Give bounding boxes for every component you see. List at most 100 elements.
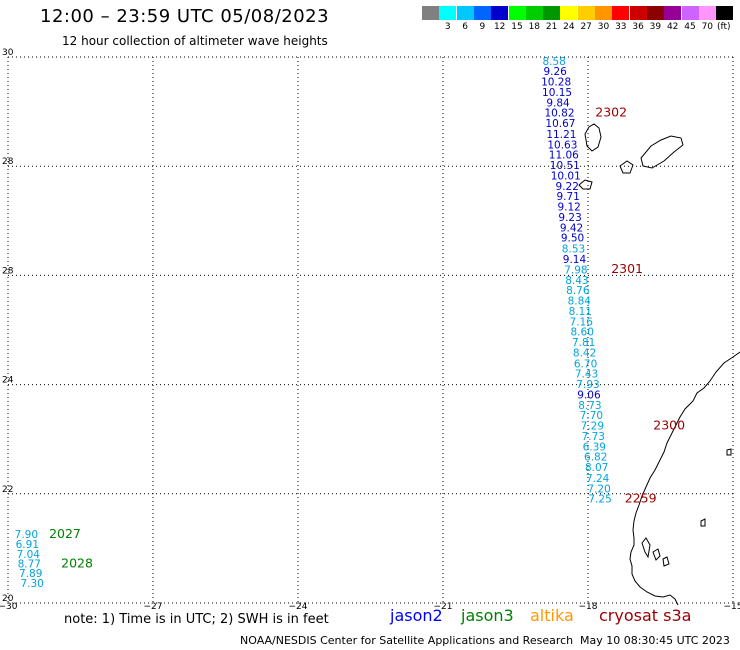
wave-height-label: 7.43 xyxy=(575,369,598,381)
color-scale-label: 45 xyxy=(684,22,696,32)
color-scale-label: 39 xyxy=(649,22,662,32)
wave-height-label: 9.23 xyxy=(558,212,581,224)
color-swatch xyxy=(595,6,612,20)
wave-height-label: 7.16 xyxy=(570,316,594,328)
color-scale-label: 6 xyxy=(462,22,468,32)
pass-time-label: 2027 xyxy=(49,526,81,541)
wave-height-label: 6.39 xyxy=(583,441,606,453)
legend-note: note: 1) Time is in UTC; 2) SWH is in fe… xyxy=(64,612,329,627)
footer-credit: NOAA/NESDIS Center for Satellite Applica… xyxy=(240,634,574,647)
footer-timestamp: May 10 08:30:45 UTC 2023 xyxy=(580,634,730,647)
color-scale-label: 9 xyxy=(479,22,486,32)
wave-height-label: 9.14 xyxy=(563,254,587,266)
africa-coastline xyxy=(629,351,740,606)
wave-height-label: 7.73 xyxy=(582,431,605,443)
wave-height-label: 10.67 xyxy=(545,118,575,130)
wave-height-label: 9.42 xyxy=(560,222,583,234)
wave-height-label: 7.29 xyxy=(581,421,604,433)
color-scale-label: 3 xyxy=(444,22,451,32)
wave-height-label: 7.30 xyxy=(20,578,43,590)
wave-height-label: 10.63 xyxy=(547,139,577,151)
color-scale-label: 24 xyxy=(563,22,575,32)
wave-height-label: 8.76 xyxy=(566,285,590,297)
wave-height-label: 8.42 xyxy=(573,347,596,359)
color-scale-label: 27 xyxy=(580,22,592,32)
wave-height-label: 8.07 xyxy=(585,462,608,474)
wave-height-label: 7.81 xyxy=(572,337,595,349)
canary-island-tenerife xyxy=(640,135,684,169)
canary-island-hierro xyxy=(578,179,593,190)
wave-height-label: 9.06 xyxy=(577,389,601,401)
wave-height-label: 8.43 xyxy=(565,275,588,287)
wave-height-label: 9.50 xyxy=(561,233,584,245)
wave-height-label: 7.98 xyxy=(564,264,587,276)
wave-height-label: 7.20 xyxy=(587,483,610,495)
color-swatch xyxy=(491,6,509,20)
wave-height-label: 8.60 xyxy=(571,327,594,339)
wave-height-observations: 8.589.2610.2810.159.8410.8210.6711.2110.… xyxy=(15,56,612,590)
color-swatch xyxy=(681,6,699,20)
color-scale-label: 70 xyxy=(701,22,714,32)
wave-height-label: 7.25 xyxy=(588,494,611,506)
color-swatch xyxy=(473,6,491,20)
color-swatch xyxy=(698,6,716,20)
wave-height-label: 7.04 xyxy=(17,549,41,561)
wave-height-label: 10.15 xyxy=(542,87,572,99)
canary-island-la-palma xyxy=(584,123,602,152)
wave-height-label: 7.70 xyxy=(580,410,603,422)
latitude-tick-label: 22 xyxy=(2,485,13,495)
banc-d-arguin-islet-2 xyxy=(652,548,661,561)
wave-height-label: 8.84 xyxy=(568,296,592,308)
color-swatch xyxy=(716,6,734,20)
longitude-tick-label: −15 xyxy=(724,602,740,612)
pass-time-label: 2302 xyxy=(595,105,627,120)
pass-time-label: 2259 xyxy=(625,491,657,506)
wave-height-label: 6.82 xyxy=(584,452,607,464)
wave-height-label: 9.84 xyxy=(546,97,570,109)
color-swatch xyxy=(422,6,439,20)
pass-time-labels: 2302 2301 2300 2259 2027 2028 xyxy=(49,105,685,571)
canary-island-gomera xyxy=(619,160,634,174)
pass-time-label: 2300 xyxy=(653,418,685,433)
wave-height-label: 7.89 xyxy=(19,568,42,580)
color-swatch xyxy=(525,6,543,20)
wave-height-label: 11.21 xyxy=(546,129,576,141)
legend-altika: altika xyxy=(530,606,574,625)
wave-height-label: 9.22 xyxy=(556,181,579,193)
pass-time-label: 2028 xyxy=(61,556,93,571)
color-swatch xyxy=(543,6,561,20)
color-scale-label: 30 xyxy=(597,22,610,32)
legend-jason2: jason2 xyxy=(390,606,443,625)
wave-height-label: 8.11 xyxy=(569,306,592,318)
map-title: 12:00 – 23:59 UTC 05/08/2023 xyxy=(40,6,330,27)
longitude-tick-label: −18 xyxy=(579,602,598,612)
latitude-tick-label: 30 xyxy=(2,48,14,58)
coastline xyxy=(578,123,740,606)
wave-height-label: 9.26 xyxy=(543,66,567,78)
wave-height-label: 10.51 xyxy=(550,160,580,172)
color-scale-label: 18 xyxy=(528,22,541,32)
wave-height-label: 8.77 xyxy=(18,559,41,571)
wave-height-label: 8.73 xyxy=(578,400,601,412)
color-scale-label: 33 xyxy=(615,22,627,32)
color-scale-label: 36 xyxy=(632,22,644,32)
wave-height-label: 10.28 xyxy=(541,77,571,89)
wave-height-label: 10.82 xyxy=(544,108,574,120)
legend-jason3: jason3 xyxy=(461,606,514,625)
color-swatch xyxy=(560,6,578,20)
color-swatch xyxy=(612,6,630,20)
color-swatch xyxy=(439,6,457,20)
color-swatch xyxy=(508,6,526,20)
pass-time-label: 2301 xyxy=(611,261,643,276)
offshore-rock-2 xyxy=(726,448,732,456)
wave-height-label: 7.24 xyxy=(586,473,610,485)
map-subtitle: 12 hour collection of altimeter wave hei… xyxy=(62,34,328,48)
wave-height-label: 11.06 xyxy=(549,150,579,162)
longitude-tick-label: −27 xyxy=(144,602,163,612)
wave-height-label: 6.70 xyxy=(574,358,597,370)
offshore-rock-1 xyxy=(700,518,706,527)
banc-d-arguin-islet-3 xyxy=(662,556,670,567)
wave-height-label: 9.71 xyxy=(556,191,579,203)
color-scale-label: 21 xyxy=(545,22,558,32)
